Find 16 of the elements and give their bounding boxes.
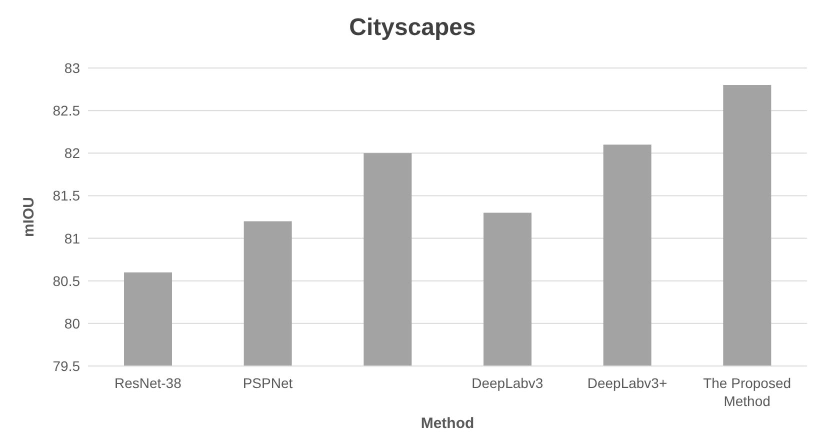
x-tick-label: DeepLabv3 <box>472 375 544 391</box>
y-tick-label: 80 <box>64 315 80 332</box>
x-tick-label: DeepLabv3+ <box>587 375 668 391</box>
y-tick-label: 82.5 <box>52 102 80 119</box>
y-tick-label: 83 <box>64 60 80 76</box>
y-tick-label: 80.5 <box>52 272 80 289</box>
chart-title: Cityscapes <box>348 13 477 43</box>
y-tick-label: 81 <box>64 230 80 246</box>
y-tick-label: 82 <box>64 145 80 162</box>
x-axis-title: Method <box>420 415 474 432</box>
x-tick-label: ResNet-38 <box>114 375 182 391</box>
y-axis-title: mIOU <box>20 196 38 238</box>
y-tick-label: 79.5 <box>52 358 80 374</box>
y-tick-label: 81.5 <box>52 188 80 204</box>
x-tick-label: The Proposed Method <box>703 375 792 409</box>
x-tick-label: PSPNet <box>242 375 293 391</box>
